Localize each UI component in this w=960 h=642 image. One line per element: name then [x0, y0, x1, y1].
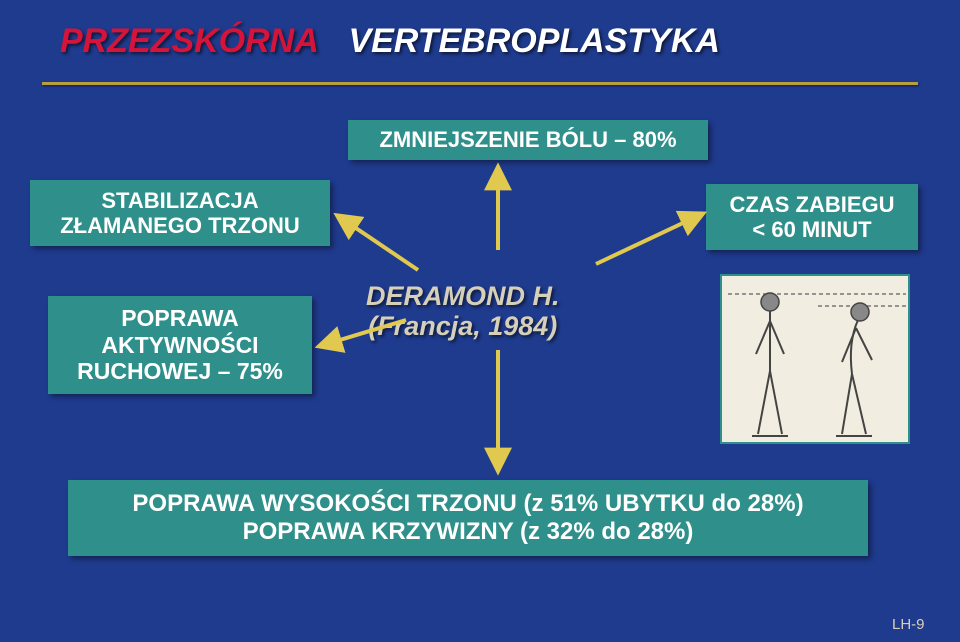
slide-title: PRZEZSKÓRNA VERTEBROPLASTYKA [60, 22, 720, 61]
slide-number: LH-9 [892, 616, 925, 633]
box-top-text: ZMNIEJSZENIE BÓLU – 80% [379, 127, 676, 152]
box-left-1: STABILIZACJA ZŁAMANEGO TRZONU [30, 180, 330, 246]
title-word-2: VERTEBROPLASTYKA [348, 22, 720, 60]
center-label: DERAMOND H. (Francja, 1984) [366, 282, 560, 341]
title-word-1: PRZEZSKÓRNA [60, 22, 318, 60]
box-left-2-text: POPRAWA AKTYWNOŚCI RUCHOWEJ – 75% [77, 305, 283, 384]
box-right-text: CZAS ZABIEGU < 60 MINUT [730, 192, 895, 243]
box-left-1-text: STABILIZACJA ZŁAMANEGO TRZONU [60, 188, 300, 239]
box-right: CZAS ZABIEGU < 60 MINUT [706, 184, 918, 250]
center-line-1: DERAMOND H. [366, 282, 560, 312]
box-top: ZMNIEJSZENIE BÓLU – 80% [348, 120, 708, 160]
center-line-2: (Francja, 1984) [366, 312, 560, 342]
title-underline [42, 82, 918, 85]
box-bottom: POPRAWA WYSOKOŚCI TRZONU (z 51% UBYTKU d… [68, 480, 868, 556]
posture-illustration [720, 274, 910, 444]
posture-svg [722, 276, 912, 446]
box-left-2: POPRAWA AKTYWNOŚCI RUCHOWEJ – 75% [48, 296, 312, 394]
box-bottom-text: POPRAWA WYSOKOŚCI TRZONU (z 51% UBYTKU d… [132, 490, 803, 545]
